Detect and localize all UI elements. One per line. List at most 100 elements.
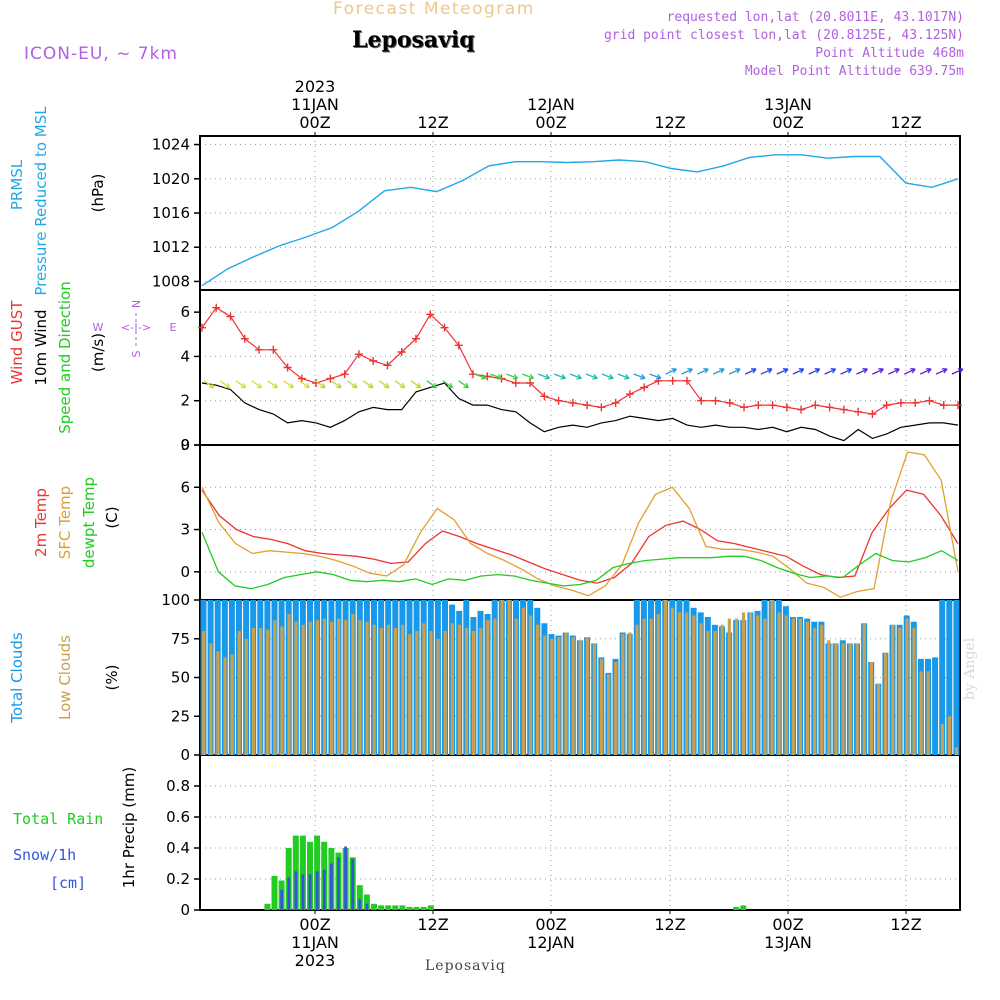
low-clouds-bar [287, 614, 291, 755]
wind-direction-arrow [601, 373, 614, 380]
wind-direction-label: Speed and Direction [56, 281, 74, 434]
low-clouds-bar [464, 627, 469, 755]
low-clouds-bar [827, 640, 831, 755]
low-clouds-bar [507, 600, 511, 755]
low-clouds-bar [493, 618, 497, 755]
low-clouds-bar [685, 612, 689, 755]
wind-direction-arrow [330, 380, 342, 389]
wind-gust-marker [511, 379, 520, 387]
watermark: by Angel [962, 637, 978, 700]
y-tick-label: 1012 [152, 238, 190, 256]
footer-location: Leposaviq [425, 958, 506, 974]
clouds-unit-label: (%) [103, 665, 121, 691]
rain-bar [733, 906, 740, 910]
low-clouds-bar [635, 624, 639, 755]
low-clouds-bar [720, 624, 724, 755]
wind-direction-arrow [585, 373, 598, 380]
low-clouds-bar [741, 612, 746, 755]
temp-dewpt-line [201, 532, 959, 590]
wind-direction-arrow [553, 373, 566, 380]
x-tick-time-top: 12Z [890, 113, 921, 132]
low-clouds-bar [599, 658, 604, 755]
low-clouds-bar [237, 631, 241, 755]
y-tick-label: 0 [180, 901, 190, 919]
x-tick-day-bottom: 11JAN [291, 933, 339, 952]
low-clouds-bar [578, 640, 582, 755]
wind-direction-arrow [665, 368, 677, 375]
wind-gust-marker [839, 405, 848, 414]
wind-direction-arrow [840, 368, 853, 375]
y-tick-label: 3 [180, 521, 190, 539]
low-clouds-bar [727, 618, 731, 755]
snow-bar [315, 871, 319, 911]
low-clouds-bar [386, 624, 390, 755]
wind-gust-marker [540, 392, 549, 401]
low-clouds-bar [912, 627, 916, 755]
model-point-altitude: Model Point Altitude 639.75m [744, 64, 964, 79]
snow-bar [344, 846, 347, 910]
low-clouds-bar [834, 643, 838, 755]
panel-frame [199, 289, 961, 446]
low-clouds-bar [379, 627, 383, 755]
wind-gust-marker [597, 403, 606, 412]
wind-gust-marker [212, 303, 221, 312]
grid-point-coords: grid point closest lon,lat (20.8125E, 43… [603, 28, 964, 43]
wind-gust-marker [269, 345, 278, 354]
low-clouds-bar [322, 618, 327, 755]
wind-gust-marker [768, 401, 777, 410]
x-tick-time-top: 12Z [417, 113, 448, 132]
y-tick-label: 25 [171, 707, 190, 725]
chart-title: Forecast Meteogram [333, 0, 535, 19]
low-clouds-bar [486, 620, 490, 755]
wind-gust-label: Wind GUST [8, 300, 26, 385]
wind-gust-marker [397, 348, 406, 356]
y-tick-label: 0 [180, 746, 190, 764]
wind-direction-arrow [362, 380, 374, 389]
wind-gust-marker [682, 376, 691, 385]
low-clouds-bar [770, 600, 774, 755]
snow-bar [337, 857, 340, 910]
low-clouds-bar [429, 631, 433, 755]
wind-gust-marker [939, 401, 948, 410]
wind-gust-marker [725, 398, 734, 407]
compass-east: E [170, 321, 177, 334]
rain-bar [413, 906, 420, 910]
wind-direction-arrow [569, 373, 582, 380]
total-clouds-label: Total Clouds [8, 632, 26, 724]
low-clouds-bar [472, 631, 476, 755]
low-clouds-bar [358, 620, 362, 755]
low-clouds-bar [656, 614, 660, 755]
wind-direction-arrow [744, 368, 757, 375]
wind-direction-arrow [410, 380, 422, 389]
x-tick-day-top: 13JAN [764, 95, 812, 114]
wind-gust-marker [526, 379, 535, 387]
low-clouds-bar [536, 624, 540, 755]
wind-direction-arrow [681, 368, 693, 375]
wind-direction-arrow [760, 368, 773, 375]
low-clouds-bar [564, 632, 568, 755]
wind-direction-arrow [283, 380, 294, 389]
wind-gust-marker [911, 398, 920, 407]
wind-gust-marker [226, 312, 235, 321]
y-tick-label: 1008 [152, 272, 190, 290]
wind-gust-marker [811, 401, 820, 410]
wind-direction-arrow [537, 373, 551, 380]
low-clouds-bar [330, 621, 334, 755]
rain-bar [406, 906, 413, 910]
low-clouds-bar [621, 634, 625, 755]
x-tick-year-bottom: 2023 [295, 951, 336, 970]
low-clouds-bar [876, 683, 881, 755]
snow-bar [280, 889, 284, 910]
wind-gust-marker [868, 410, 877, 418]
y-tick-label: 75 [171, 630, 190, 648]
low-clouds-bar [919, 671, 923, 755]
total-clouds-bar [946, 600, 953, 755]
low-clouds-bar [521, 607, 525, 756]
low-clouds-bar [663, 600, 667, 755]
wind-gust-marker [383, 361, 392, 370]
wind-10m-line [201, 382, 959, 442]
low-clouds-bar [706, 631, 710, 755]
low-clouds-bar [713, 631, 717, 755]
wind-unit-label: (m/s) [89, 333, 107, 372]
